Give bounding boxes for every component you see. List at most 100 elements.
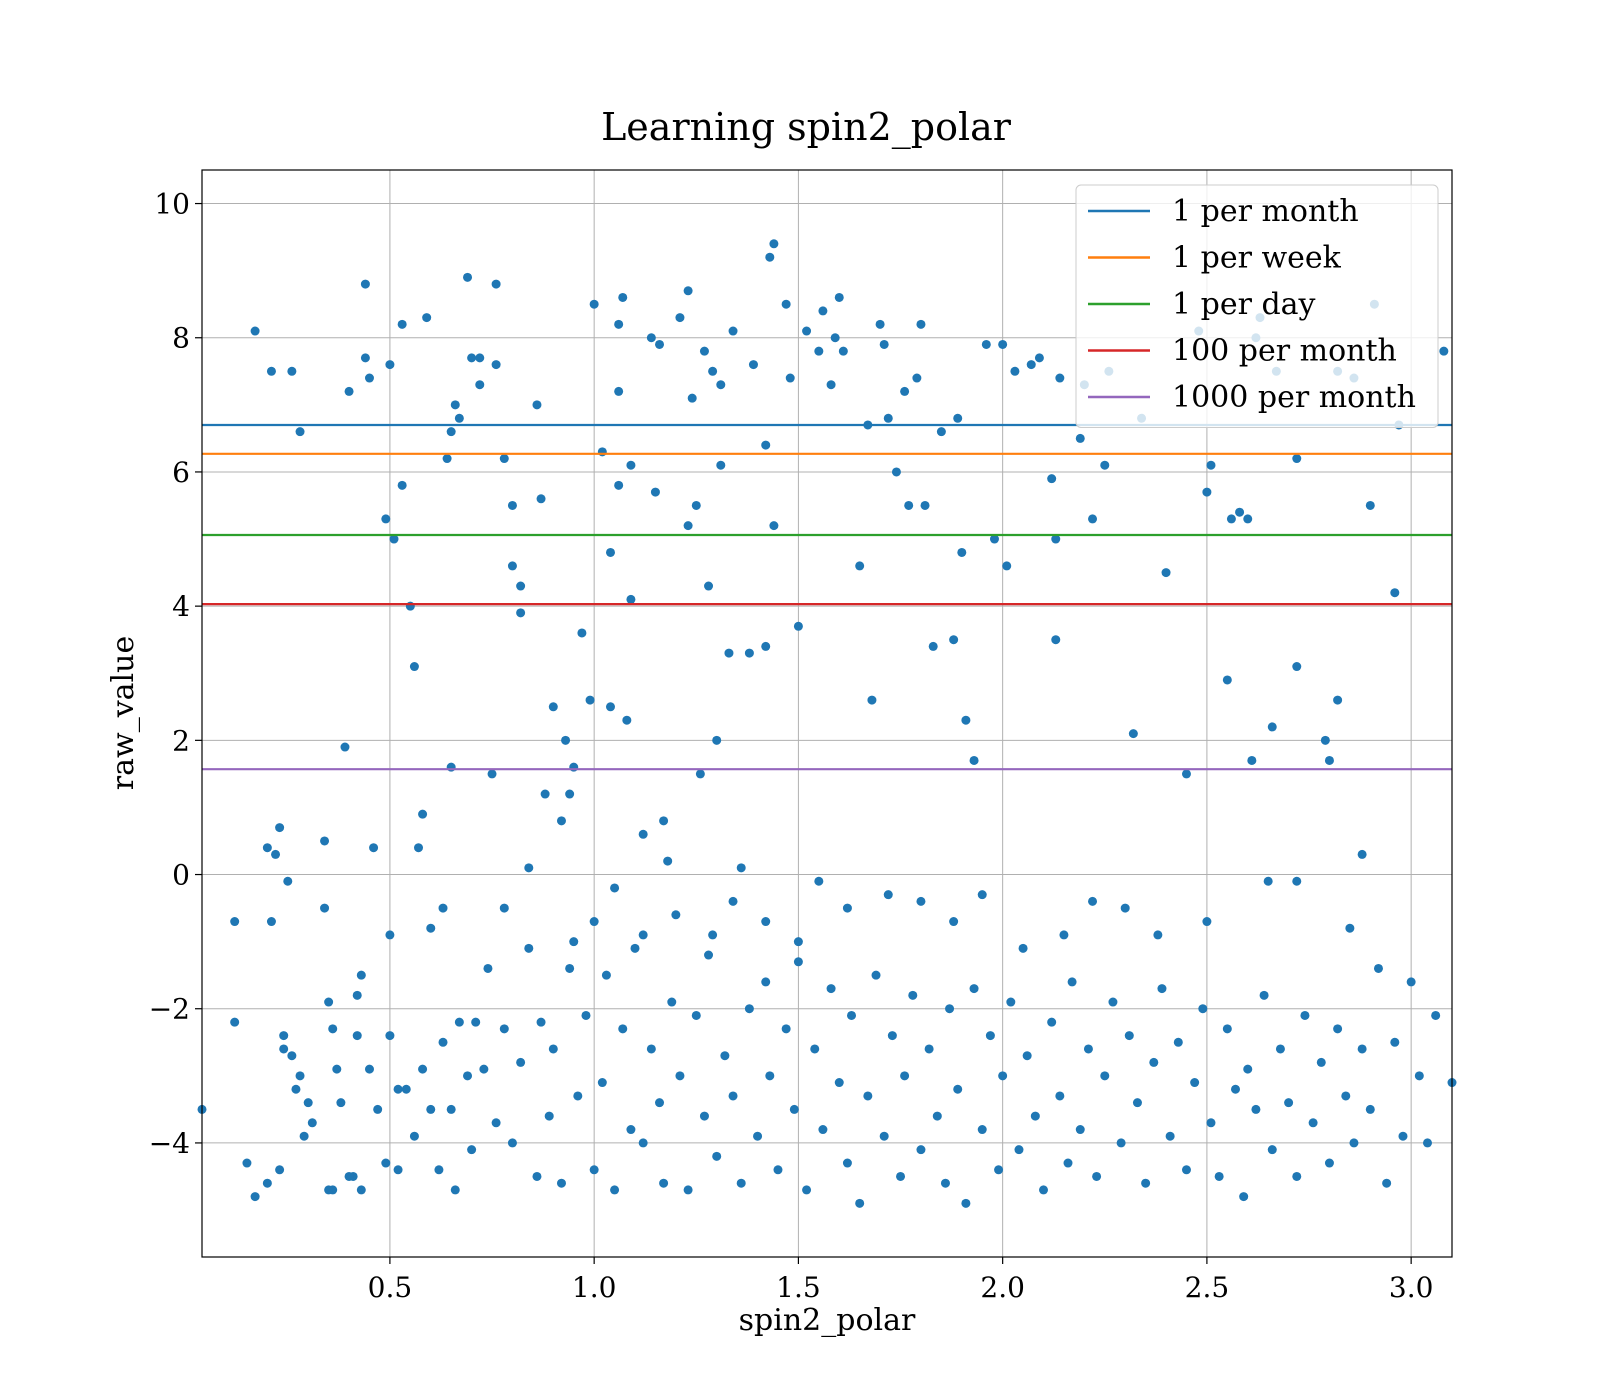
data-point — [704, 950, 714, 960]
data-point — [793, 937, 803, 947]
x-tick-label: 2.5 — [1185, 1271, 1230, 1304]
data-point — [1398, 1131, 1408, 1141]
data-point — [1292, 876, 1302, 886]
y-tick-label: 0 — [172, 859, 190, 892]
data-point — [287, 1051, 297, 1061]
data-point — [471, 1017, 481, 1027]
y-axis-label: raw_value — [106, 636, 141, 790]
data-point — [1051, 534, 1061, 544]
data-point — [1153, 930, 1163, 940]
data-point — [716, 460, 726, 470]
data-point — [1083, 1044, 1093, 1054]
data-point — [675, 1071, 685, 1081]
data-point — [769, 239, 779, 249]
data-point — [556, 816, 566, 826]
data-point — [242, 1158, 252, 1168]
data-point — [467, 1145, 477, 1155]
data-point — [1010, 366, 1020, 376]
data-point — [422, 313, 432, 323]
data-point — [262, 1178, 272, 1188]
data-point — [369, 843, 379, 853]
data-point — [785, 373, 795, 383]
data-point — [418, 809, 428, 819]
data-point — [565, 789, 575, 799]
data-point — [818, 1125, 828, 1135]
data-point — [720, 1051, 730, 1061]
data-point — [626, 594, 636, 604]
data-point — [230, 1017, 240, 1027]
data-point — [683, 1185, 693, 1195]
data-point — [761, 641, 771, 651]
data-point — [618, 292, 628, 302]
data-point — [765, 252, 775, 262]
data-point — [683, 286, 693, 296]
data-point — [891, 467, 901, 477]
data-point — [454, 1017, 464, 1027]
data-point — [364, 373, 374, 383]
data-point — [659, 1178, 669, 1188]
x-tick-label: 1.0 — [572, 1271, 617, 1304]
data-point — [1333, 1024, 1343, 1034]
data-point — [344, 386, 354, 396]
data-point — [271, 849, 281, 859]
data-point — [904, 500, 914, 510]
data-point — [810, 1044, 820, 1054]
data-point — [356, 1185, 366, 1195]
data-point — [516, 581, 526, 591]
data-point — [307, 1118, 317, 1128]
data-point — [614, 386, 624, 396]
data-point — [409, 1131, 419, 1141]
data-point — [1324, 755, 1334, 765]
data-point — [789, 1104, 799, 1114]
data-point — [940, 1178, 950, 1188]
data-point — [1100, 1071, 1110, 1081]
plot-frame — [201, 169, 1453, 1258]
data-point — [266, 366, 276, 376]
data-point — [597, 447, 607, 457]
data-point — [475, 353, 485, 363]
data-point — [1226, 514, 1236, 524]
data-point — [953, 413, 963, 423]
data-point — [1198, 1004, 1208, 1014]
data-point — [1300, 1010, 1310, 1020]
data-point — [385, 360, 395, 370]
data-point — [1030, 1111, 1040, 1121]
data-point — [450, 1185, 460, 1195]
data-point — [659, 816, 669, 826]
data-point — [262, 843, 272, 853]
data-point — [614, 319, 624, 329]
data-point — [716, 380, 726, 390]
data-point — [291, 1084, 301, 1094]
data-point — [1026, 360, 1036, 370]
data-point — [250, 1192, 260, 1202]
data-point — [1222, 675, 1232, 685]
data-point — [605, 702, 615, 712]
data-point — [1088, 514, 1098, 524]
data-point — [536, 494, 546, 504]
data-point — [842, 903, 852, 913]
data-point — [826, 380, 836, 390]
data-point — [667, 997, 677, 1007]
data-point — [957, 547, 967, 557]
data-point — [883, 413, 893, 423]
data-point — [475, 380, 485, 390]
data-point — [1422, 1138, 1432, 1148]
data-point — [1431, 1010, 1441, 1020]
data-point — [1349, 1138, 1359, 1148]
data-point — [426, 1104, 436, 1114]
data-point — [1124, 1031, 1134, 1041]
data-point — [765, 1071, 775, 1081]
data-point — [1341, 1091, 1351, 1101]
data-point — [491, 360, 501, 370]
data-point — [589, 1165, 599, 1175]
data-point — [1075, 433, 1085, 443]
data-point — [561, 735, 571, 745]
data-point — [814, 876, 824, 886]
data-point — [744, 1004, 754, 1014]
data-point — [1414, 1071, 1424, 1081]
data-point — [671, 910, 681, 920]
data-point — [507, 1138, 517, 1148]
data-point — [360, 353, 370, 363]
data-point — [1320, 735, 1330, 745]
